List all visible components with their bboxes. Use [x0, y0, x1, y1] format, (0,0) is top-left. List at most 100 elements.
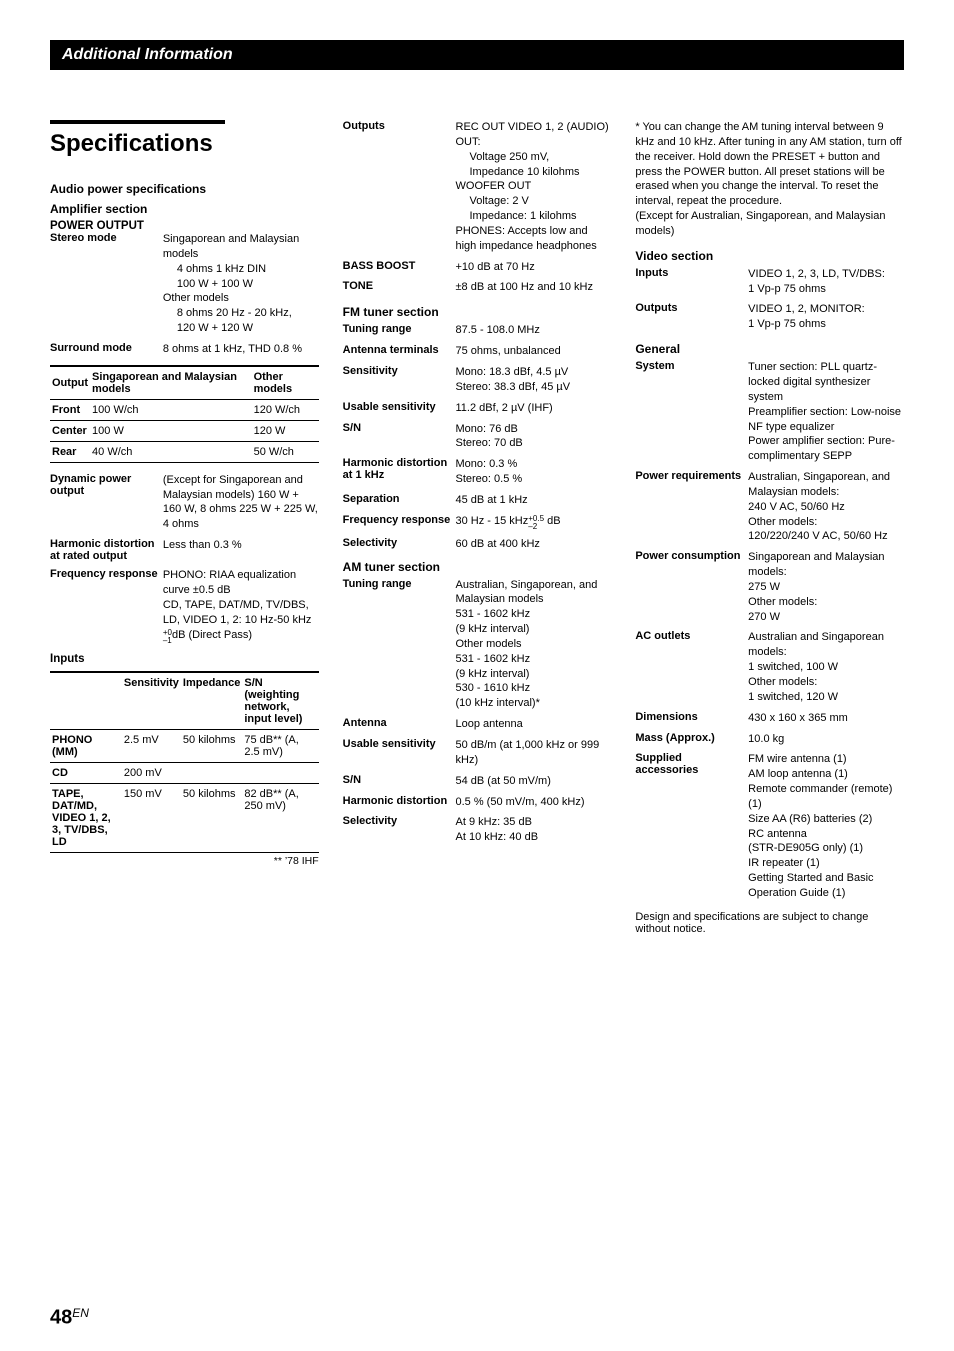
cell: 120 W/ch [252, 399, 319, 420]
page-num-digits: 48 [50, 1306, 72, 1328]
column-1: Specifications Audio power specification… [50, 120, 319, 935]
stereo-mode-l5: 120 W + 120 W [163, 322, 253, 334]
fm-sep-value: 45 dB at 1 kHz [456, 493, 612, 508]
fm-sel-label: Selectivity [343, 537, 456, 552]
stereo-mode-row: Stereo mode Singaporean and Malaysian mo… [50, 232, 319, 336]
am-tuning-row: Tuning rangeAustralian, Singaporean, and… [343, 578, 612, 712]
tone-row: TONE ±8 dB at 100 Hz and 10 kHz [343, 280, 612, 295]
video-outputs-value: VIDEO 1, 2, MONITOR: 1 Vp-p 75 ohms [748, 302, 904, 332]
am-sel-value: At 9 kHz: 35 dB At 10 kHz: 40 dB [456, 815, 612, 845]
cell: Center [50, 420, 90, 441]
fm-freq-v: 30 Hz - 15 kHz [456, 515, 529, 527]
table-row: Rear40 W/ch50 W/ch [50, 441, 319, 462]
stereo-mode-label: Stereo mode [50, 232, 163, 336]
fm-sn-row: S/NMono: 76 dB Stereo: 70 dB [343, 422, 612, 452]
inputs-table: Sensitivity Impedance S/N (weighting net… [50, 671, 319, 853]
tone-label: TONE [343, 280, 456, 295]
gen-dim-row: Dimensions430 x 160 x 365 mm [635, 711, 904, 726]
am-sn-label: S/N [343, 774, 456, 789]
fr-line3: dB (Direct Pass) [172, 629, 252, 641]
fm-harmonic-label: Harmonic distortion at 1 kHz [343, 457, 456, 487]
fm-usable-label: Usable sensitivity [343, 401, 456, 416]
gen-system-value: Tuner section: PLL quartz-locked digital… [748, 360, 904, 464]
fm-sel-row: Selectivity60 dB at 400 kHz [343, 537, 612, 552]
stereo-mode-l2: 100 W + 100 W [163, 278, 253, 290]
am-sel-label: Selectivity [343, 815, 456, 845]
design-note: Design and specifications are subject to… [635, 911, 904, 935]
inp-th-3: S/N (weighting network, input level) [242, 672, 318, 730]
fr-line2: CD, TAPE, DAT/MD, TV/DBS, LD, VIDEO 1, 2… [163, 599, 312, 626]
cell: Front [50, 399, 90, 420]
cell: 100 W [90, 420, 252, 441]
cell: 50 kilohms [181, 729, 242, 762]
stereo-mode-l3: Other models [163, 292, 229, 304]
harmonic-rated-label: Harmonic distortion at rated output [50, 538, 163, 562]
am-usable-row: Usable sensitivity50 dB/m (at 1,000 kHz … [343, 738, 612, 768]
dynamic-power-label: Dynamic power output [50, 473, 163, 532]
am-sn-value: 54 dB (at 50 mV/m) [456, 774, 612, 789]
fm-tuning-row: Tuning range87.5 - 108.0 MHz [343, 323, 612, 338]
page-title: Specifications [50, 130, 319, 158]
out-th-0: Output [50, 366, 90, 400]
am-antenna-value: Loop antenna [456, 717, 612, 732]
output-table: Output Singaporean and Malaysian models … [50, 365, 319, 463]
outputs-row: Outputs REC OUT VIDEO 1, 2 (AUDIO) OUT: … [343, 120, 612, 254]
video-inputs-row: InputsVIDEO 1, 2, 3, LD, TV/DBS: 1 Vp-p … [635, 267, 904, 297]
fm-tuning-value: 87.5 - 108.0 MHz [456, 323, 612, 338]
table-row: TAPE, DAT/MD, VIDEO 1, 2, 3, TV/DBS, LD1… [50, 783, 319, 852]
fm-freq-tail: dB [544, 515, 561, 527]
table-row: Center100 W120 W [50, 420, 319, 441]
columns: Specifications Audio power specification… [50, 120, 904, 935]
am-usable-label: Usable sensitivity [343, 738, 456, 768]
cell: 75 dB** (A, 2.5 mV) [242, 729, 318, 762]
general-heading: General [635, 342, 904, 356]
inp-th-2: Impedance [181, 672, 242, 730]
fm-sn-value: Mono: 76 dB Stereo: 70 dB [456, 422, 612, 452]
fm-tuning-label: Tuning range [343, 323, 456, 338]
am-tuning-value: Australian, Singaporean, and Malaysian m… [456, 578, 612, 712]
out-th-1: Singaporean and Malaysian models [90, 366, 252, 400]
bass-boost-value: +10 dB at 70 Hz [456, 260, 612, 275]
cell: 150 mV [122, 783, 181, 852]
gen-mass-row: Mass (Approx.)10.0 kg [635, 732, 904, 747]
table-row: Front100 W/ch120 W/ch [50, 399, 319, 420]
ol0: REC OUT VIDEO 1, 2 (AUDIO) OUT: [456, 121, 609, 148]
cell [181, 762, 242, 783]
harmonic-rated-value: Less than 0.3 % [163, 538, 319, 562]
cell: 200 mV [122, 762, 181, 783]
gen-powercons-row: Power consumptionSingaporean and Malaysi… [635, 550, 904, 624]
column-3: * You can change the AM tuning interval … [635, 120, 904, 935]
fm-harmonic-row: Harmonic distortion at 1 kHzMono: 0.3 % … [343, 457, 612, 487]
fm-freq-sub-t: –2 [528, 522, 537, 531]
fm-freq-value: 30 Hz - 15 kHz+0.5–2 dB [456, 514, 612, 531]
inp-th-0 [50, 672, 122, 730]
video-outputs-label: Outputs [635, 302, 748, 332]
cell: 82 dB** (A, 250 mV) [242, 783, 318, 852]
cell: PHONO (MM) [50, 729, 122, 762]
am-tuning-label: Tuning range [343, 578, 456, 712]
gen-supplied-label: Supplied accessories [635, 752, 748, 900]
ol3: WOOFER OUT [456, 180, 532, 192]
freq-response-amp-row: Frequency response PHONO: RIAA equalizat… [50, 568, 319, 644]
fm-sep-label: Separation [343, 493, 456, 508]
am-usable-value: 50 dB/m (at 1,000 kHz or 999 kHz) [456, 738, 612, 768]
fm-freq-row: Frequency response 30 Hz - 15 kHz+0.5–2 … [343, 514, 612, 531]
gen-powercons-value: Singaporean and Malaysian models: 275 W … [748, 550, 904, 624]
video-heading: Video section [635, 249, 904, 263]
ol2: Impedance 10 kilohms [456, 166, 580, 178]
gen-supplied-row: Supplied accessoriesFM wire antenna (1) … [635, 752, 904, 900]
cell: 120 W [252, 420, 319, 441]
outputs-label: Outputs [343, 120, 456, 254]
fm-freq-sup: +0.5–2 [528, 515, 544, 531]
tone-value: ±8 dB at 100 Hz and 10 kHz [456, 280, 612, 295]
fr-sup: +0–1 [163, 629, 172, 645]
header-bar: Additional Information [50, 40, 904, 70]
bass-boost-label: BASS BOOST [343, 260, 456, 275]
cell: Rear [50, 441, 90, 462]
gen-dim-label: Dimensions [635, 711, 748, 726]
harmonic-rated-row: Harmonic distortion at rated output Less… [50, 538, 319, 562]
video-inputs-label: Inputs [635, 267, 748, 297]
dynamic-power-value: (Except for Singaporean and Malaysian mo… [163, 473, 319, 532]
surround-mode-row: Surround mode 8 ohms at 1 kHz, THD 0.8 % [50, 342, 319, 357]
am-antenna-label: Antenna [343, 717, 456, 732]
